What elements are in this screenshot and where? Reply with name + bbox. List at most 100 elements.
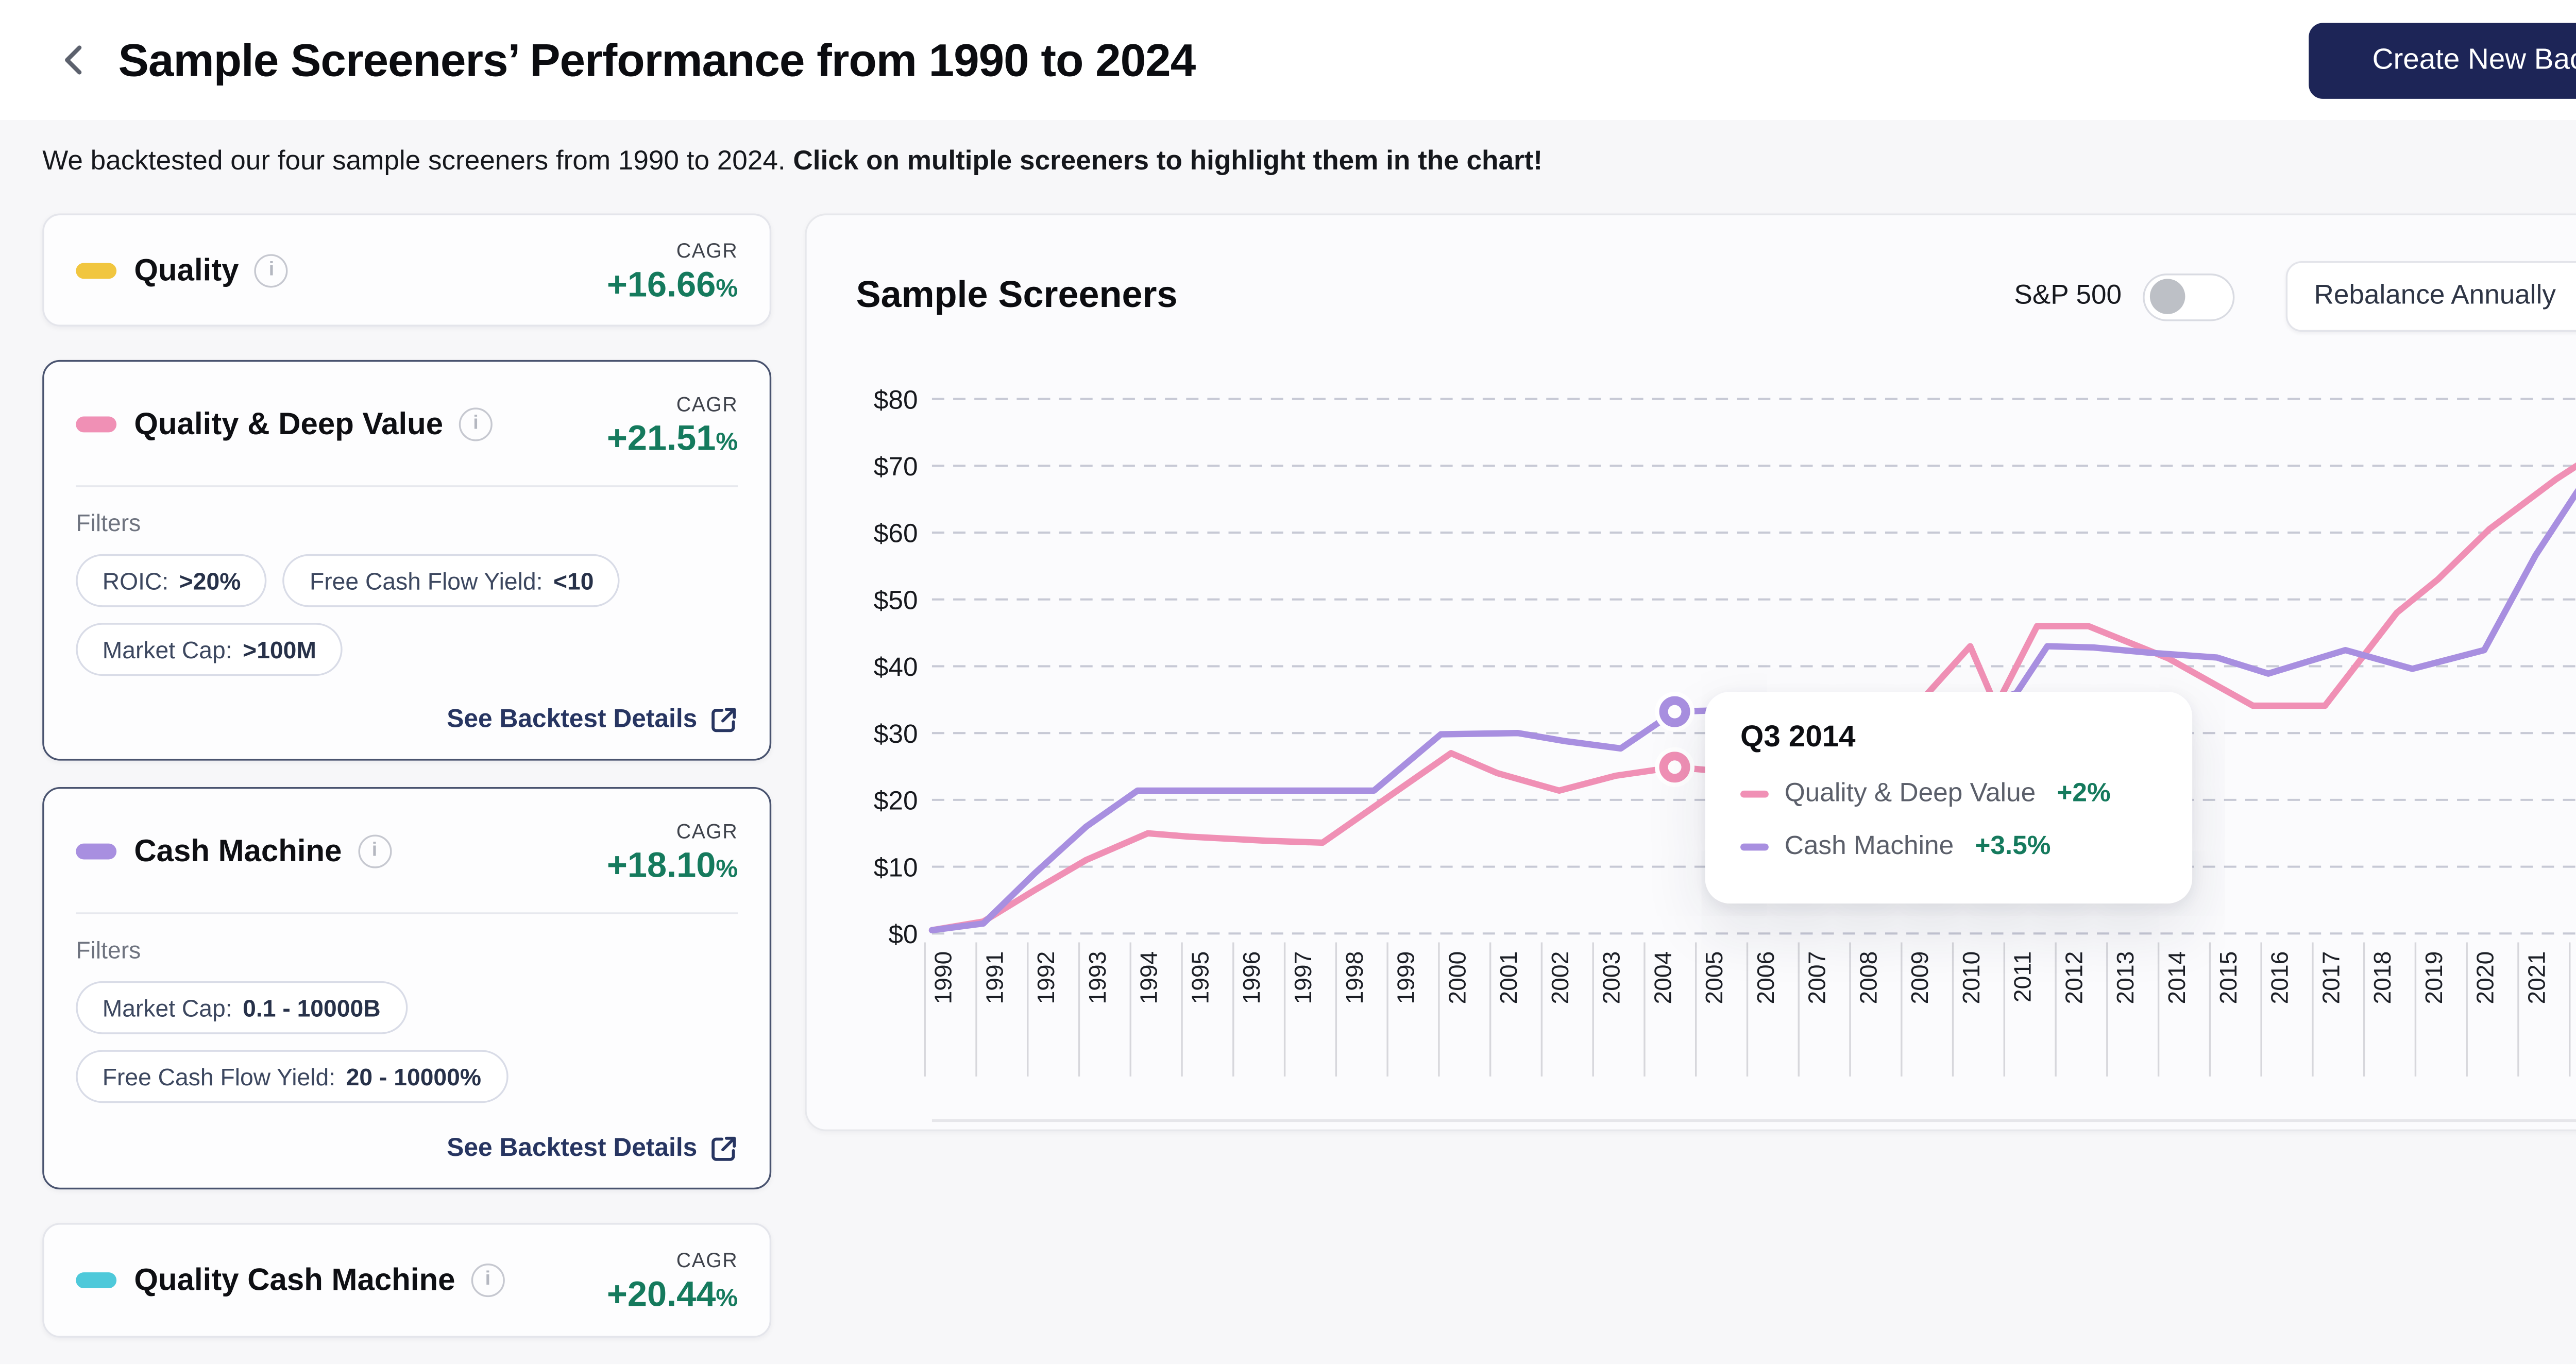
toggle-knob <box>2149 279 2185 315</box>
filter-pill-fcf-yield: Free Cash Flow Yield: 20 - 10000% <box>76 1050 508 1103</box>
svg-text:2007: 2007 <box>1804 951 1831 1004</box>
chart-header: Sample Screeners S&P 500 Rebalance Annua… <box>807 215 2576 332</box>
info-icon[interactable]: i <box>255 253 289 287</box>
filter-pill-roic: ROIC: >20% <box>76 554 267 607</box>
back-button[interactable] <box>53 39 95 81</box>
screener-name: Quality <box>134 251 239 287</box>
svg-text:1991: 1991 <box>981 951 1008 1004</box>
svg-text:2020: 2020 <box>2472 951 2499 1004</box>
screener-card-quality-cash-machine[interactable]: Quality Cash Machine i CAGR +20.44% <box>42 1223 772 1338</box>
create-new-backtest-button[interactable]: Create New Backtest <box>2309 22 2576 98</box>
svg-text:2000: 2000 <box>1444 951 1470 1004</box>
info-icon[interactable]: i <box>471 1264 505 1298</box>
svg-text:2012: 2012 <box>2060 951 2087 1004</box>
svg-text:2010: 2010 <box>1958 951 1985 1004</box>
subtitle-normal-text: We backtested our four sample screeners … <box>42 146 793 177</box>
svg-text:1996: 1996 <box>1238 951 1265 1004</box>
svg-text:2017: 2017 <box>2317 951 2344 1004</box>
divider <box>76 485 738 487</box>
series-swatch-cash-machine <box>76 842 117 859</box>
series-swatch-quality <box>76 262 117 278</box>
external-link-icon <box>711 1136 736 1161</box>
svg-text:$0: $0 <box>888 919 918 949</box>
divider <box>76 912 738 914</box>
filter-pill-market-cap: Market Cap: >100M <box>76 623 343 676</box>
svg-text:$60: $60 <box>874 518 918 548</box>
series-swatch-quality-deep-value <box>76 415 117 432</box>
cagr-value: +20.44% <box>606 1276 738 1315</box>
svg-text:$70: $70 <box>874 451 918 481</box>
svg-text:2008: 2008 <box>1855 951 1882 1004</box>
series-dash-quality-deep-value <box>1740 790 1769 797</box>
top-bar: Sample Screeners’ Performance from 1990 … <box>0 0 2576 120</box>
cagr-value: +21.51% <box>606 419 738 458</box>
svg-text:2004: 2004 <box>1649 951 1676 1004</box>
rebalance-dropdown-value: Rebalance Annually <box>2314 280 2556 311</box>
svg-text:1995: 1995 <box>1187 951 1213 1004</box>
external-link-icon <box>711 708 736 732</box>
info-icon[interactable]: i <box>459 406 493 440</box>
hover-markers <box>1655 692 1695 787</box>
page-title: Sample Screeners’ Performance from 1990 … <box>118 32 1196 86</box>
svg-text:1997: 1997 <box>1290 951 1316 1004</box>
cagr-value: +16.66% <box>606 265 738 304</box>
svg-text:2014: 2014 <box>2163 951 2190 1004</box>
svg-text:2005: 2005 <box>1701 951 1727 1004</box>
svg-text:$40: $40 <box>874 652 918 681</box>
svg-text:1993: 1993 <box>1084 951 1111 1004</box>
page-subtitle: We backtested our four sample screeners … <box>42 145 2576 180</box>
see-backtest-details-link[interactable]: See Backtest Details <box>447 1135 738 1163</box>
svg-text:$80: $80 <box>874 384 918 414</box>
screener-card-quality-deep-value[interactable]: Quality & Deep Value i CAGR +21.51% Filt… <box>42 360 772 761</box>
filter-pills: Market Cap: 0.1 - 10000B Free Cash Flow … <box>76 981 738 1103</box>
sp500-toggle[interactable] <box>2143 272 2235 320</box>
cagr-label: CAGR <box>676 821 738 843</box>
svg-text:2006: 2006 <box>1752 951 1779 1004</box>
svg-text:2016: 2016 <box>2266 951 2293 1004</box>
svg-text:$30: $30 <box>874 719 918 748</box>
tooltip-row: Quality & Deep Value +2% <box>1740 778 2157 808</box>
svg-text:2003: 2003 <box>1598 951 1625 1004</box>
x-axis: 1990 1991 1992 1993 1994 1995 1996 1997 1998 1999… <box>924 942 2576 1122</box>
rebalance-dropdown[interactable]: Rebalance Annually <box>2285 261 2576 332</box>
screener-name: Cash Machine <box>134 832 342 867</box>
screener-name: Quality & Deep Value <box>134 405 444 440</box>
svg-text:1994: 1994 <box>1136 951 1162 1004</box>
cagr-label: CAGR <box>676 1251 738 1273</box>
filter-pill-fcf-yield: Free Cash Flow Yield: <10 <box>283 554 620 607</box>
chart-title: Sample Screeners <box>856 275 1178 316</box>
cagr-block: CAGR +20.44% <box>607 1244 738 1316</box>
chevron-left-icon <box>65 45 82 75</box>
filters-label: Filters <box>76 510 141 537</box>
screener-list: Quality i CAGR +16.66% Quality & Deep Va… <box>42 213 772 1338</box>
screener-card-quality[interactable]: Quality i CAGR +16.66% <box>42 213 772 327</box>
svg-text:2011: 2011 <box>2009 951 2036 1002</box>
cagr-block: CAGR +18.10% <box>607 814 738 886</box>
svg-text:1998: 1998 <box>1341 951 1368 1004</box>
svg-text:2018: 2018 <box>2369 951 2396 1004</box>
chart-tooltip: Q3 2014 Quality & Deep Value +2% Cash Ma… <box>1705 691 2193 904</box>
screener-name: Quality Cash Machine <box>134 1261 455 1298</box>
cagr-value: +18.10% <box>606 846 738 885</box>
svg-text:2015: 2015 <box>2215 951 2242 1004</box>
sp500-label: S&P 500 <box>2014 280 2122 311</box>
screener-card-cash-machine[interactable]: Cash Machine i CAGR +18.10% Filters Mark… <box>42 787 772 1190</box>
svg-text:2009: 2009 <box>1906 951 1933 1004</box>
see-backtest-details-link[interactable]: See Backtest Details <box>447 706 738 734</box>
svg-text:2001: 2001 <box>1495 951 1522 1004</box>
info-icon[interactable]: i <box>358 833 392 867</box>
svg-text:$20: $20 <box>874 786 918 815</box>
cagr-label: CAGR <box>676 394 738 416</box>
tooltip-row: Cash Machine +3.5% <box>1740 831 2157 861</box>
svg-text:$10: $10 <box>874 852 918 882</box>
performance-chart-card: Sample Screeners S&P 500 Rebalance Annua… <box>805 213 2576 1132</box>
series-dash-cash-machine <box>1740 842 1769 850</box>
svg-text:2002: 2002 <box>1547 951 1573 1004</box>
cagr-block: CAGR +16.66% <box>607 234 738 306</box>
cagr-label: CAGR <box>676 241 738 262</box>
svg-text:2021: 2021 <box>2523 951 2550 1004</box>
filters-label: Filters <box>76 937 141 964</box>
